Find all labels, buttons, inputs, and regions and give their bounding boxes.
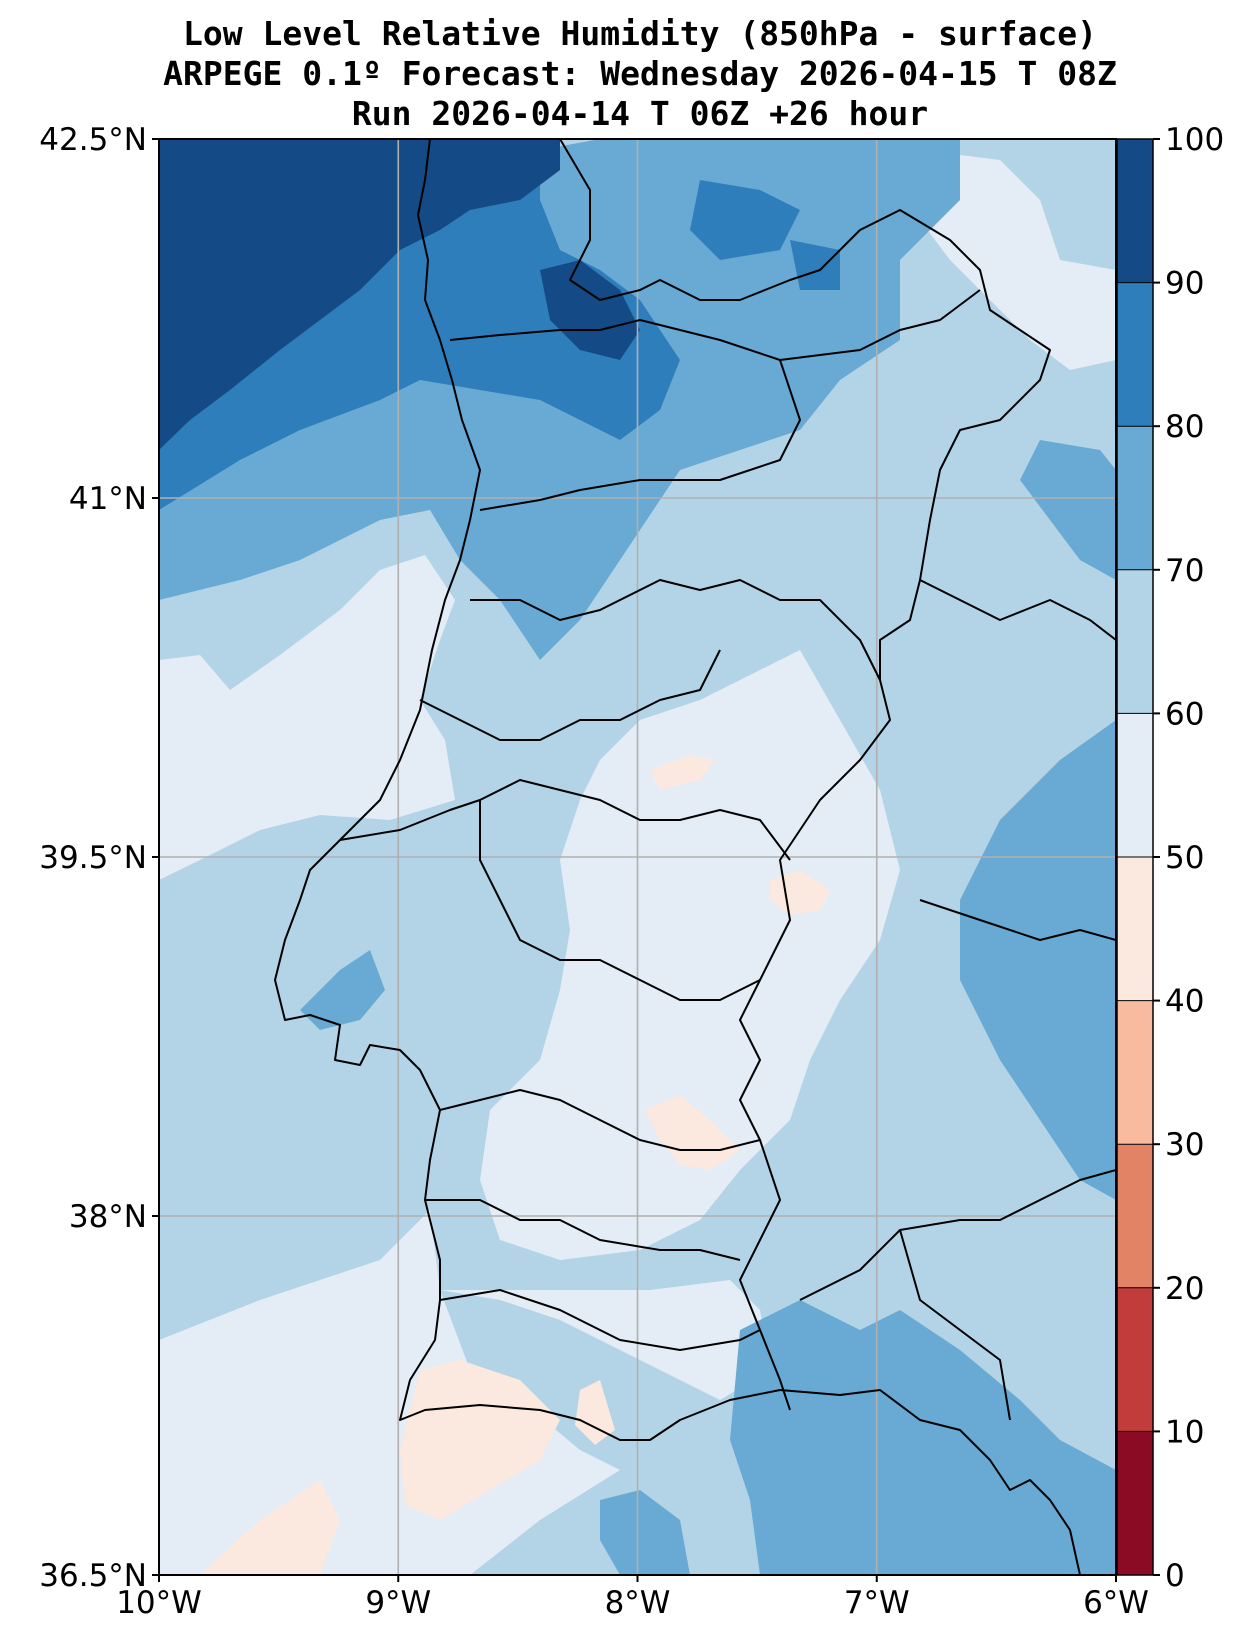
- axis-ticks: 10°W 9°W 8°W 7°W 6°W 42.5°N 41°N 39.5°N 38°N 36.5…: [39, 122, 1149, 1621]
- colorbar-segment: [1117, 857, 1153, 1001]
- lat-tick-label: 42.5°N: [39, 122, 147, 158]
- title-line-3: Run 2026-04-14 T 06Z +26 hour: [352, 94, 928, 133]
- humidity-field-70-80-east-mid: [1020, 440, 1116, 580]
- colorbar-segment: [1117, 713, 1153, 857]
- colorbar-segment: [1117, 1431, 1153, 1575]
- colorbar-segment: [1117, 1287, 1153, 1432]
- colorbar-tick-label: 10: [1165, 1414, 1204, 1450]
- district-border-6: [439, 1089, 761, 1151]
- humidity-field-70-80-southeast: [730, 1300, 1116, 1575]
- humidity-field-40-50-algarve: [400, 1360, 560, 1520]
- colorbar-segment: [1117, 1144, 1153, 1288]
- lon-tick-label: 8°W: [605, 1585, 671, 1621]
- colorbar-tick-label: 40: [1165, 984, 1204, 1020]
- humidity-field-40-50-alentejo: [645, 1095, 740, 1170]
- colorbar-tick-label: 60: [1165, 696, 1204, 732]
- colorbar-tick-label: 70: [1165, 553, 1204, 589]
- humidity-field-50-60-south: [159, 1210, 620, 1575]
- lat-tick-label: 38°N: [69, 1199, 147, 1235]
- lon-tick-label: 7°W: [844, 1585, 910, 1621]
- colorbar-segment: [1117, 139, 1153, 283]
- humidity-field-50-60-inland: [480, 650, 900, 1260]
- humidity-field-80-90-northwest: [159, 139, 680, 510]
- humidity-field-40-50-algarve-east: [575, 1380, 615, 1445]
- lon-tick-label: 9°W: [365, 1585, 431, 1621]
- colorbar-tick-label: 0: [1165, 1558, 1185, 1594]
- district-border-8: [439, 1289, 761, 1351]
- district-border-11-spain: [919, 579, 1116, 641]
- district-border-12-spain: [919, 899, 1116, 941]
- title-line-1: Low Level Relative Humidity (850hPa - su…: [183, 14, 1097, 53]
- humidity-field-80-90-north-east: [690, 180, 800, 260]
- humidity-field-90-100-atlantic: [159, 139, 560, 450]
- colorbar-tick-label: 20: [1165, 1271, 1204, 1307]
- coastline: [274, 139, 1081, 1575]
- humidity-field-40-50-evora: [770, 870, 830, 915]
- map-panel: [159, 139, 1116, 1575]
- colorbar-segment: [1117, 426, 1153, 570]
- colorbar-segment: [1117, 1000, 1153, 1145]
- colorbar-segment: [1117, 282, 1153, 427]
- humidity-field-90-100-minho: [540, 260, 640, 360]
- district-border-9-spain: [799, 1169, 1116, 1301]
- humidity-field-50-60-south-inland: [440, 1280, 770, 1400]
- district-border-10-spain: [899, 1229, 1011, 1421]
- humidity-field-70-80-south-coast: [600, 1490, 690, 1575]
- humidity-field-40-50-tagus: [650, 755, 715, 790]
- colorbar: 0 10 20 30 40 50 60 70 80 90 100: [1116, 122, 1224, 1594]
- district-border-2: [470, 579, 881, 681]
- colorbar-tick-label: 50: [1165, 840, 1204, 876]
- district-borders: [274, 139, 1116, 1575]
- lat-tick-label: 39.5°N: [39, 840, 147, 876]
- district-border-5: [479, 800, 761, 1001]
- district-border-13-spain: [779, 289, 981, 361]
- graticule: [159, 139, 1116, 1575]
- spain-portugal-border: [559, 139, 1051, 1411]
- lat-tick-label: 36.5°N: [39, 1558, 147, 1594]
- colorbar-tick-label: 80: [1165, 409, 1204, 445]
- lon-tick-label: 10°W: [116, 1585, 202, 1621]
- district-border-4: [339, 779, 791, 861]
- district-border-3: [419, 649, 721, 741]
- humidity-field-40-50-sw-corner: [200, 1480, 340, 1575]
- humidity-field-80-90-mid: [790, 240, 840, 290]
- colorbar-tick-label: 90: [1165, 266, 1204, 302]
- district-border-7: [425, 1199, 741, 1261]
- lat-tick-label: 41°N: [69, 481, 147, 517]
- colorbar-segment: [1117, 569, 1153, 714]
- colorbar-tick-label: 100: [1165, 122, 1224, 158]
- colorbar-tick-label: 30: [1165, 1127, 1204, 1163]
- humidity-field-70-80-east: [960, 720, 1116, 1200]
- title-line-2: ARPEGE 0.1º Forecast: Wednesday 2026-04-…: [163, 54, 1117, 93]
- lon-tick-label: 6°W: [1083, 1585, 1149, 1621]
- humidity-field-70-80-lisbon: [300, 950, 385, 1030]
